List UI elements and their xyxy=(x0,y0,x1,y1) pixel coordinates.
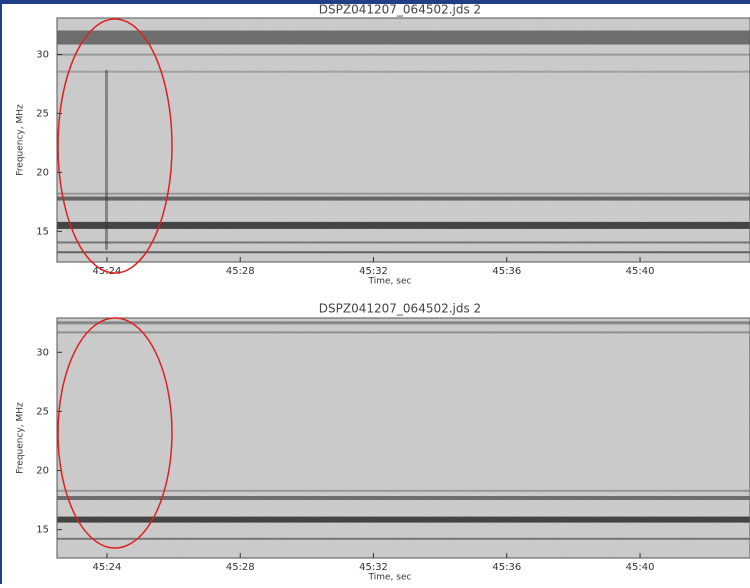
x-tick-label: 45:36 xyxy=(492,562,521,573)
spectral-band xyxy=(57,538,750,540)
x-tick-label: 45:40 xyxy=(626,266,655,277)
spectral-band xyxy=(57,54,750,56)
x-tick-label: 45:32 xyxy=(359,266,388,277)
y-tick-label: 20 xyxy=(36,167,49,178)
x-tick-label: 45:28 xyxy=(226,562,255,573)
y-tick-label: 30 xyxy=(36,50,49,61)
y-axis-label: Frequency, MHz xyxy=(16,104,26,176)
x-tick-label: 45:24 xyxy=(93,562,122,573)
x-tick-label: 45:36 xyxy=(492,266,521,277)
spectral-band xyxy=(57,193,750,195)
spectral-band xyxy=(57,321,750,324)
y-tick-label: 20 xyxy=(36,466,49,477)
x-tick-label: 45:28 xyxy=(226,266,255,277)
chart-title: DSPZ041207_064502.jds 2 xyxy=(319,302,481,316)
chart-title: DSPZ041207_064502.jds 2 xyxy=(319,3,481,17)
y-tick-label: 25 xyxy=(36,406,49,417)
spectral-band xyxy=(57,517,750,523)
y-tick-label: 15 xyxy=(36,525,49,536)
y-tick-label: 25 xyxy=(36,108,49,119)
y-tick-label: 15 xyxy=(36,226,49,237)
y-tick-label: 30 xyxy=(36,347,49,358)
spectral-band xyxy=(57,31,750,45)
left-border xyxy=(0,0,2,584)
spectral-band xyxy=(57,251,750,253)
x-tick-label: 45:40 xyxy=(626,562,655,573)
page: {"chart_data": [ {"type": "spectrogram",… xyxy=(0,0,750,584)
x-tick-label: 45:32 xyxy=(359,562,388,573)
spectral-band xyxy=(57,241,750,243)
y-axis-label: Frequency, MHz xyxy=(16,402,26,474)
x-axis-label: Time, sec xyxy=(368,573,412,583)
spectral-band xyxy=(57,490,750,492)
spectral-band xyxy=(57,197,750,201)
burst-trace xyxy=(105,70,108,250)
spectral-band xyxy=(57,331,750,333)
x-axis-label: Time, sec xyxy=(368,277,412,287)
chart: DSPZ041207_064502.jds 2 15 20 25 30 45:24 45:2… xyxy=(0,0,750,584)
